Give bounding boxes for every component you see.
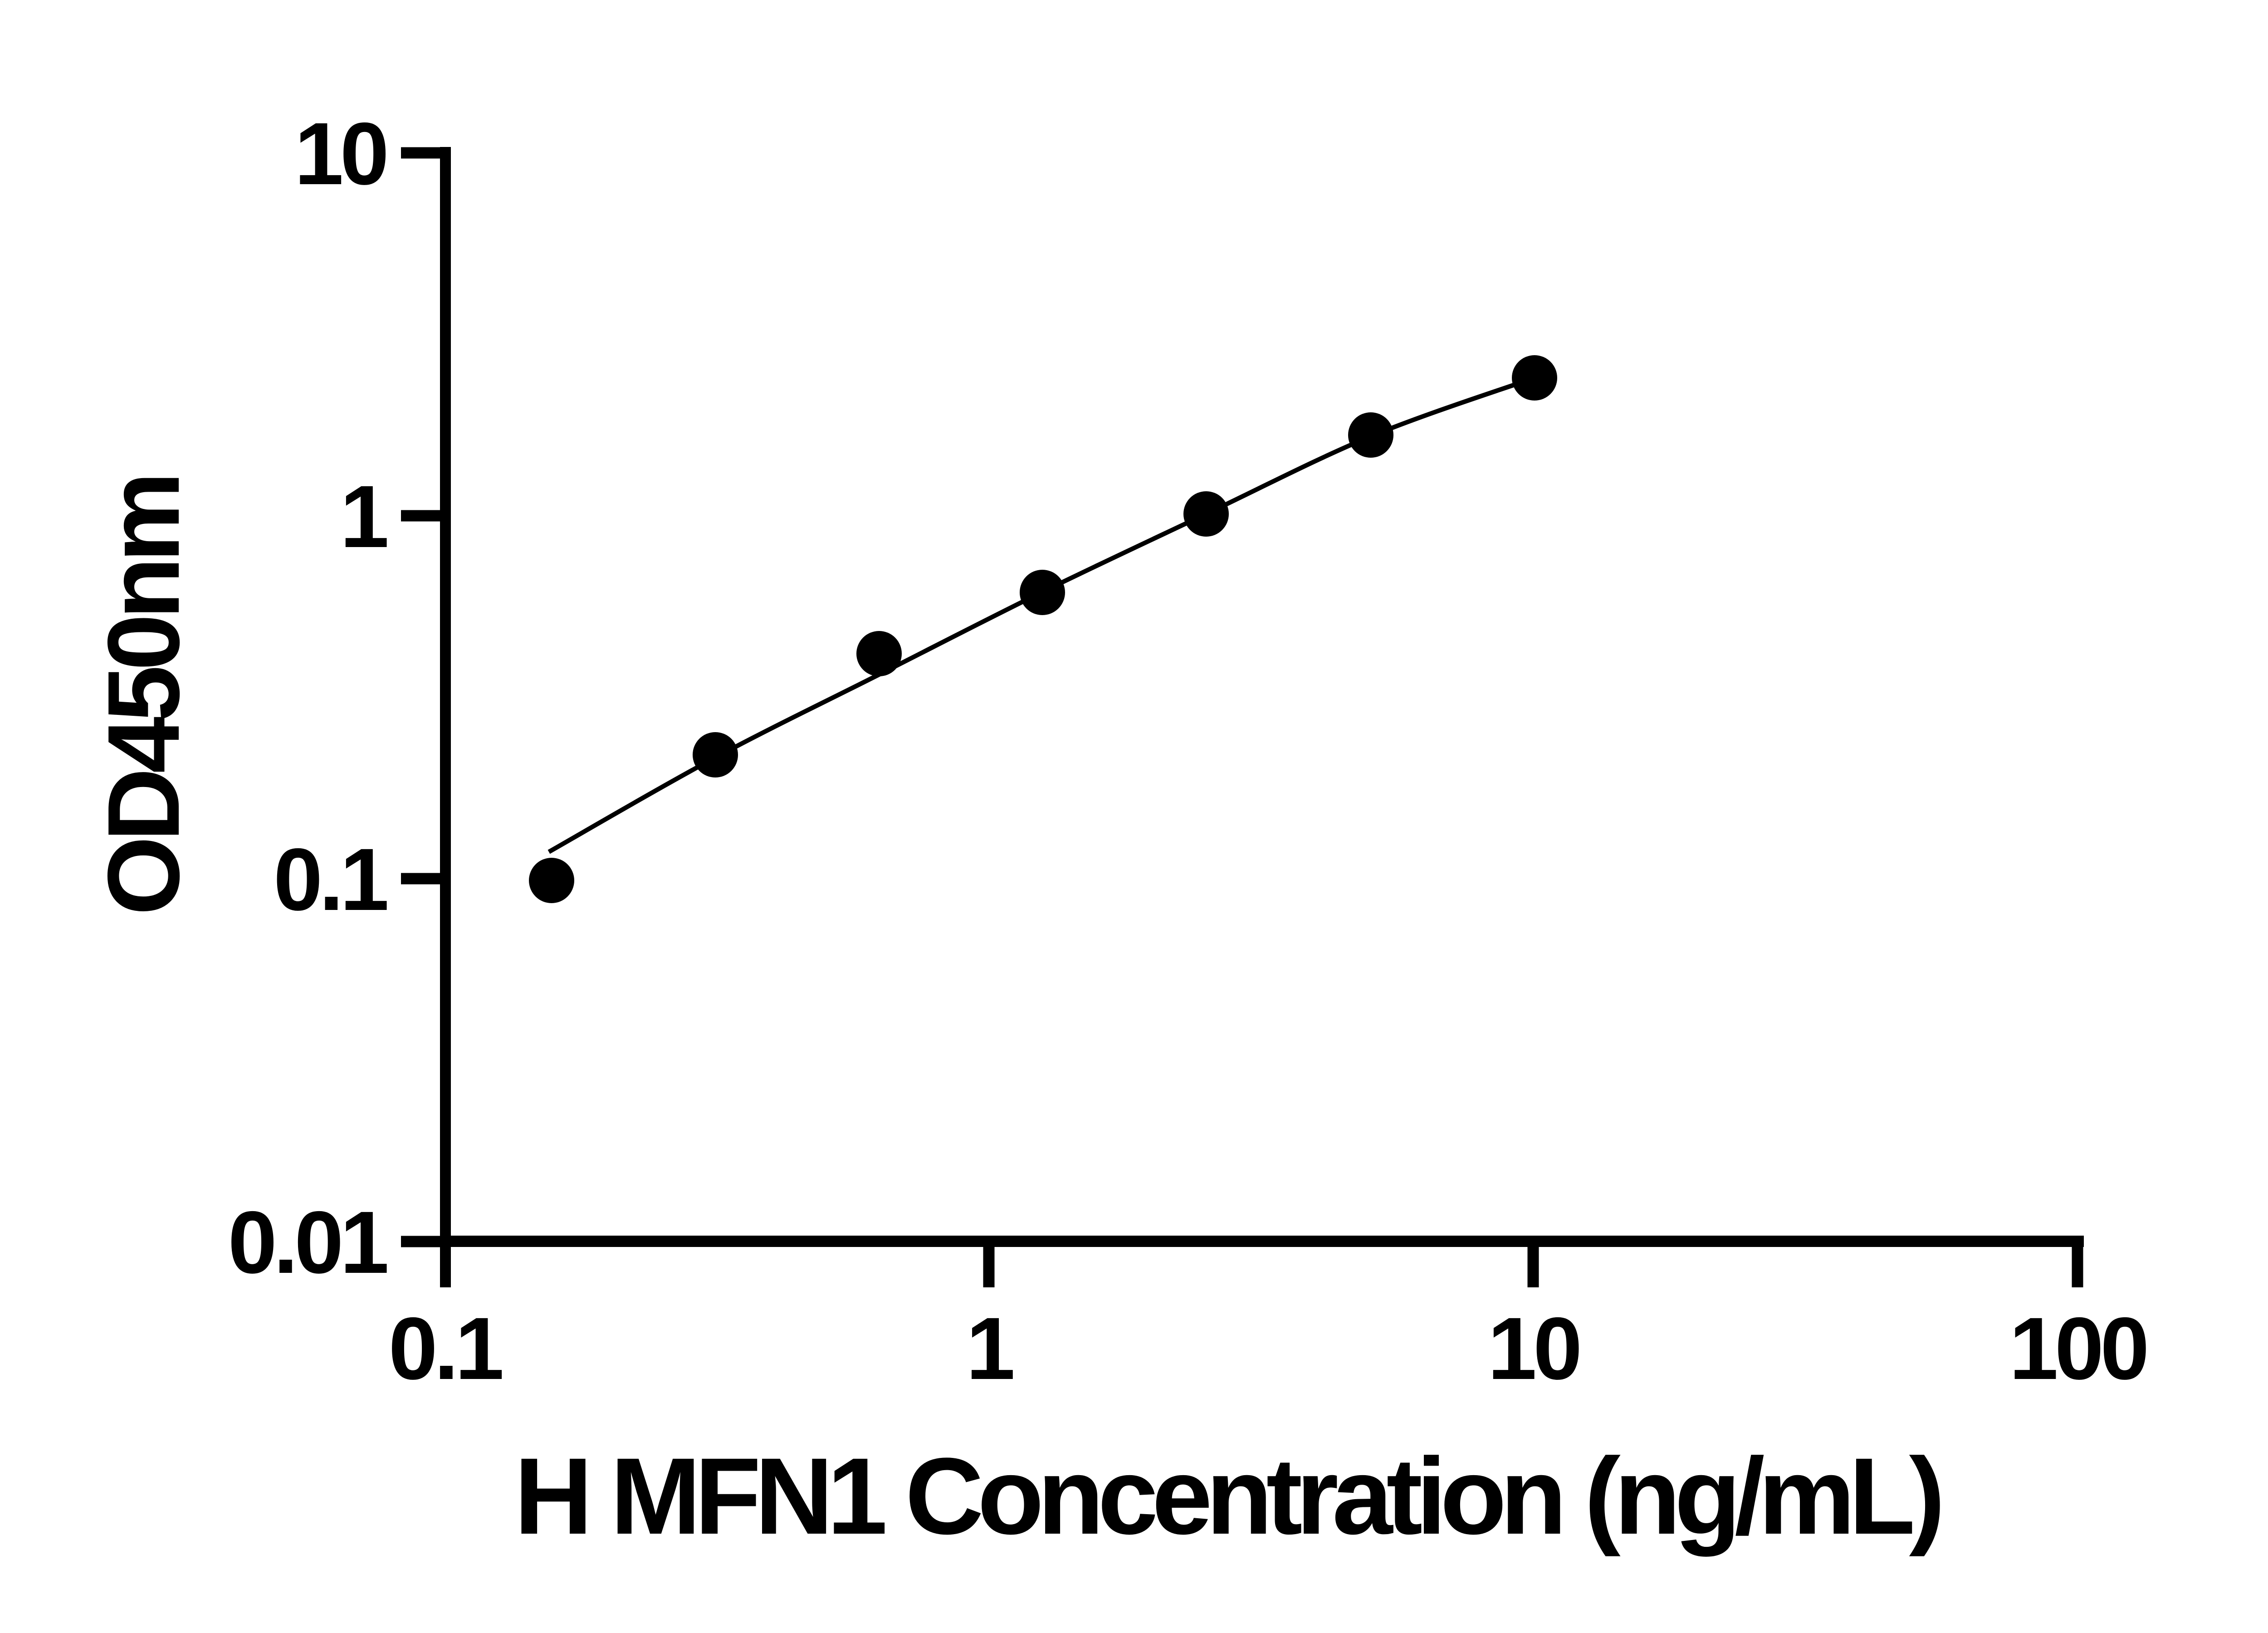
svg-text:0.1: 0.1 <box>388 1299 502 1398</box>
svg-text:10: 10 <box>294 104 386 203</box>
svg-text:0.01: 0.01 <box>228 1193 387 1292</box>
svg-text:1: 1 <box>966 1299 1013 1398</box>
svg-text:0.1: 0.1 <box>274 830 387 929</box>
svg-text:H MFN1 Concentration (ng/mL): H MFN1 Concentration (ng/mL) <box>514 1435 1940 1557</box>
svg-text:1: 1 <box>340 467 387 566</box>
svg-text:OD450nm: OD450nm <box>86 477 200 915</box>
svg-text:10: 10 <box>1488 1299 1579 1398</box>
svg-text:100: 100 <box>2009 1299 2146 1398</box>
